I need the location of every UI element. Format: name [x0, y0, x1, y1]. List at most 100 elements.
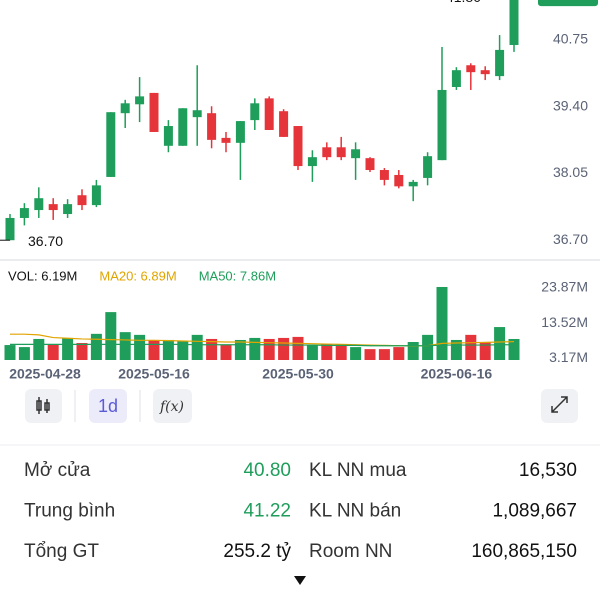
chart-type-button[interactable] [25, 389, 62, 423]
candle-body [221, 137, 231, 143]
candle-body [149, 92, 159, 132]
last-price-tag [538, 0, 598, 7]
stat-value: 160,865,150 [471, 541, 577, 562]
candle-body [77, 195, 87, 206]
ma-line [10, 343, 514, 347]
y-tick-label: 13.52M [541, 314, 588, 330]
volume-bar [162, 339, 174, 360]
indicator-label: f(x) [159, 399, 184, 415]
volume-bar [18, 347, 30, 360]
legend-entry: VOL: 6.19M [8, 268, 77, 283]
stat-value: 41.22 [243, 501, 291, 522]
candle-body [19, 208, 29, 218]
y-tick-label: 36.70 [553, 231, 588, 247]
interval-button[interactable] [89, 389, 127, 423]
volume-bar [393, 347, 405, 360]
volume-bar [220, 345, 232, 360]
candle-icon [36, 397, 50, 414]
volume-bar [105, 312, 117, 360]
candle-body [365, 158, 375, 171]
y-tick-label: 3.17M [549, 349, 588, 365]
volume-bar [407, 342, 419, 360]
candle-body [423, 156, 433, 178]
volume-bar [47, 344, 59, 360]
volume-bar [465, 334, 477, 360]
volume-bar [479, 342, 491, 360]
volume-bar [263, 338, 275, 360]
candle-body [63, 204, 73, 215]
candle-body [48, 204, 58, 211]
expand-icon [551, 396, 568, 413]
candle-body [135, 96, 145, 105]
candle-body [34, 198, 44, 211]
candle-body [207, 113, 217, 140]
candle-body [120, 103, 130, 114]
stat-label: Room NN [309, 541, 392, 562]
y-tick-label: 39.40 [553, 97, 588, 113]
stat-label: KL NN mua [309, 460, 407, 481]
x-tick-label: 2025-05-30 [262, 366, 334, 382]
candle-body [5, 217, 15, 241]
candle-body [293, 126, 303, 167]
candle-body [408, 181, 418, 187]
stat-value: 16,530 [519, 460, 577, 481]
y-tick-label: 23.87M [541, 279, 588, 295]
candle-body [264, 98, 274, 130]
volume-bar [278, 337, 290, 360]
expand-button[interactable] [541, 389, 578, 423]
volume-bar [450, 339, 462, 360]
volume-bar [76, 343, 88, 360]
volume-bar [249, 337, 261, 360]
more-caret[interactable] [294, 576, 306, 585]
max-label: 41.80 [446, 0, 481, 5]
volume-bar [148, 339, 160, 360]
candle-body [178, 108, 188, 146]
stat-label: KL NN bán [309, 501, 401, 522]
candle-body [480, 70, 490, 75]
legend-entry: MA50: 7.86M [199, 268, 276, 283]
candle-body [351, 149, 361, 159]
volume-bar [422, 334, 434, 360]
candle-body [322, 147, 332, 158]
candle-body [91, 185, 101, 206]
candle-body [235, 121, 245, 143]
indicator-button[interactable] [153, 389, 192, 423]
last-price-label: 41.80 [550, 0, 585, 3]
volume-bar [62, 337, 74, 360]
stat-value: 255.2 tỷ [223, 541, 291, 562]
volume-bar [234, 339, 246, 360]
candle-body [163, 126, 173, 146]
candle-body [437, 89, 447, 161]
volume-bar [134, 334, 146, 360]
candle-body [336, 147, 346, 158]
volume-bar [350, 347, 362, 360]
x-tick-label: 2025-05-16 [118, 366, 190, 382]
volume-bar [119, 332, 131, 360]
y-tick-label: 38.05 [553, 164, 588, 180]
candle-body [192, 110, 202, 118]
interval-label: 1d [98, 396, 118, 416]
x-tick-label: 2025-04-28 [9, 366, 81, 382]
volume-bar [33, 338, 45, 360]
volume-bar [4, 345, 16, 360]
volume-bar [191, 334, 203, 360]
volume-bar [335, 344, 347, 360]
candle-body [106, 112, 116, 177]
volume-bar [436, 286, 448, 360]
min-label: 36.70 [28, 233, 63, 249]
stat-label: Trung bình [24, 501, 115, 522]
candle-body [307, 157, 317, 167]
volume-bar [508, 338, 520, 360]
volume-bar [206, 338, 218, 360]
stat-label: Mở cửa [24, 460, 91, 481]
volume-bar [494, 327, 506, 360]
y-tick-label: 40.75 [553, 31, 588, 47]
candle-body [250, 103, 260, 121]
volume-bar [177, 340, 189, 360]
volume-bar [306, 345, 318, 360]
candle-body [509, 0, 519, 45]
stat-label: Tổng GT [24, 541, 99, 562]
volume-bar [292, 336, 304, 360]
